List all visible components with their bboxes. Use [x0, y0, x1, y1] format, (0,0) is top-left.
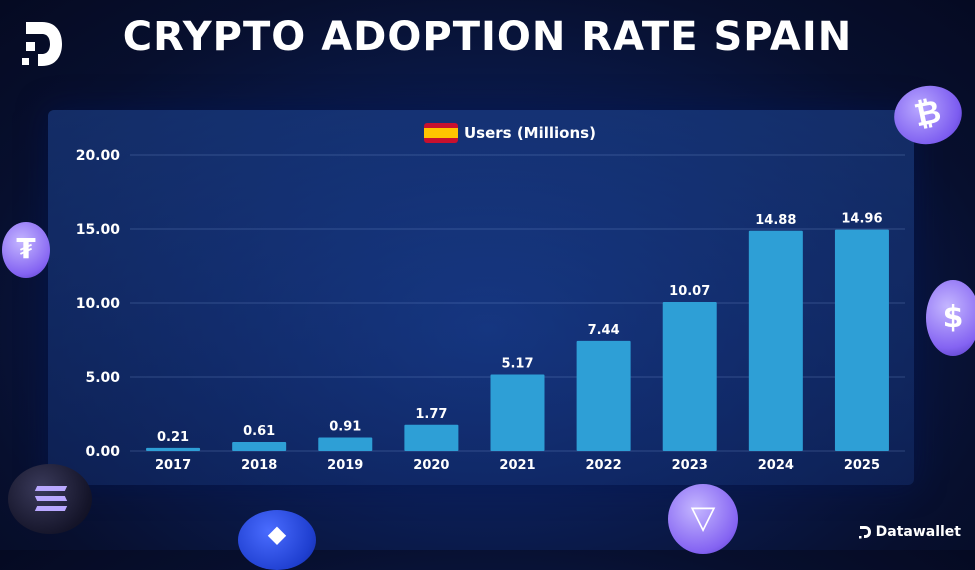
- y-tick-label: 5.00: [85, 370, 120, 386]
- brand-name: Datawallet: [875, 524, 961, 540]
- x-tick-label: 2022: [586, 458, 622, 473]
- usdc-coin-icon: $: [926, 280, 975, 356]
- legend-label: Users (Millions): [464, 124, 596, 142]
- x-tick-label: 2023: [672, 458, 708, 473]
- x-tick-label: 2025: [844, 458, 880, 473]
- tron-coin-icon: ▽: [668, 484, 738, 554]
- y-tick-label: 15.00: [76, 222, 121, 238]
- y-tick-label: 10.00: [76, 296, 121, 312]
- x-tick-label: 2021: [499, 458, 535, 473]
- x-tick-label: 2017: [155, 458, 191, 473]
- bar: [232, 441, 287, 451]
- bar: [146, 447, 201, 451]
- bar: [318, 437, 373, 451]
- datawallet-mark-icon: [858, 526, 871, 539]
- data-label: 1.77: [415, 407, 447, 422]
- bar: [834, 229, 889, 451]
- data-label: 7.44: [588, 323, 620, 338]
- tether-coin-icon: ₮: [2, 222, 50, 278]
- bar: [404, 424, 459, 451]
- y-tick-label: 0.00: [85, 444, 120, 460]
- data-label: 10.07: [669, 284, 710, 299]
- solana-coin-icon: [8, 464, 92, 534]
- chart-legend: Users (Millions): [424, 122, 596, 144]
- data-label: 14.88: [755, 213, 796, 228]
- brand-footer: Datawallet: [858, 524, 961, 540]
- bar: [490, 374, 545, 451]
- data-label: 5.17: [501, 356, 533, 371]
- x-tick-label: 2020: [413, 458, 449, 473]
- data-label: 0.21: [157, 430, 189, 445]
- bar: [662, 301, 717, 451]
- bar-chart: 0.00 5.00 10.00 15.00 20.00 0.21 2017 0.61 2018 0…: [76, 148, 905, 473]
- x-tick-label: 2018: [241, 458, 277, 473]
- x-tick-label: 2019: [327, 458, 363, 473]
- page-title: CRYPTO ADOPTION RATE SPAIN: [122, 14, 853, 60]
- bar: [748, 230, 803, 451]
- data-label: 0.61: [243, 424, 275, 439]
- datawallet-logo-icon: [22, 22, 62, 66]
- y-tick-label: 20.00: [76, 148, 121, 164]
- spain-flag-icon: [424, 123, 458, 143]
- data-label: 0.91: [329, 420, 361, 435]
- x-tick-label: 2024: [758, 458, 794, 473]
- data-label: 14.96: [841, 212, 882, 227]
- bar: [576, 340, 631, 451]
